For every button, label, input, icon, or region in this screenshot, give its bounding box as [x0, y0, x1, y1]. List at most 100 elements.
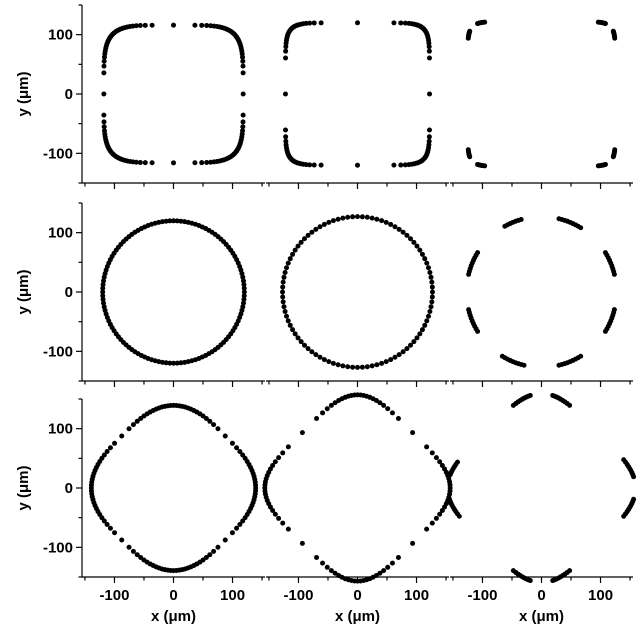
data-point: [466, 271, 472, 277]
data-point: [320, 410, 326, 416]
data-point: [567, 568, 573, 574]
data-point: [381, 568, 387, 574]
data-point: [285, 526, 291, 532]
data-point: [112, 440, 118, 446]
x-axis-title: x (μm): [519, 608, 564, 625]
data-point: [163, 218, 169, 224]
data-point: [101, 112, 107, 118]
data-point: [292, 247, 298, 253]
data-point: [280, 284, 286, 290]
data-point: [381, 402, 387, 408]
x-axis-title: x (μm): [151, 608, 196, 625]
panel-0-1: [266, 20, 449, 189]
panel-1-1: [266, 214, 449, 387]
data-point: [130, 548, 136, 554]
data-point: [101, 119, 107, 125]
data-point: [240, 452, 246, 458]
data-point: [392, 224, 398, 230]
data-point: [283, 127, 289, 133]
data-point: [284, 313, 290, 319]
data-point: [388, 357, 394, 363]
data-point: [414, 335, 420, 341]
x-tick-label: 100: [220, 587, 245, 604]
data-point: [101, 58, 107, 64]
data-point: [395, 554, 401, 560]
data-point: [171, 360, 176, 366]
data-point: [174, 218, 180, 224]
data-point: [429, 284, 435, 290]
x-tick-label: 0: [353, 587, 361, 604]
data-point: [385, 406, 391, 412]
data-point: [240, 63, 246, 69]
data-point: [402, 20, 408, 26]
data-point: [318, 20, 324, 26]
data-point: [142, 22, 148, 28]
data-point: [426, 55, 432, 61]
x-tick-label: 0: [537, 587, 545, 604]
data-point: [104, 521, 110, 527]
data-point: [424, 260, 430, 266]
data-point: [222, 433, 228, 439]
data-point: [396, 226, 402, 232]
data-point: [383, 219, 389, 225]
data-point: [425, 313, 431, 319]
data-point: [330, 360, 336, 366]
data-point: [282, 270, 288, 275]
data-point: [410, 540, 416, 546]
data-point: [433, 455, 439, 461]
data-point: [424, 318, 430, 324]
data-point: [510, 402, 516, 408]
data-point: [283, 48, 289, 54]
data-point: [174, 360, 180, 366]
data-point: [283, 55, 289, 61]
data-point: [133, 159, 139, 165]
data-point: [426, 48, 432, 54]
data-point: [130, 422, 136, 428]
data-point: [203, 555, 209, 561]
data-point: [171, 160, 176, 166]
data-point: [305, 232, 311, 238]
data-point: [208, 23, 214, 29]
data-point: [612, 147, 618, 153]
data-point: [309, 229, 315, 235]
x-tick-label: 100: [588, 587, 613, 604]
data-point: [281, 274, 287, 280]
panel-grid: [76, 4, 637, 584]
data-point: [340, 363, 346, 369]
data-point: [240, 91, 246, 97]
data-point: [408, 236, 414, 242]
data-point: [211, 548, 217, 554]
data-point: [437, 459, 443, 465]
data-point: [137, 23, 143, 29]
y-tick-label: 100: [48, 225, 73, 242]
data-point: [379, 218, 385, 224]
data-point: [163, 360, 169, 366]
data-point: [429, 289, 435, 295]
data-point: [428, 274, 434, 280]
data-point: [328, 402, 334, 408]
data-point: [467, 154, 473, 160]
data-point: [355, 364, 360, 370]
x-tick-label: 0: [169, 587, 177, 604]
data-point: [280, 520, 286, 526]
data-point: [142, 160, 148, 166]
data-point: [234, 525, 240, 531]
data-point: [138, 415, 144, 421]
x-tick-label: 100: [404, 587, 429, 604]
data-point: [100, 296, 106, 302]
data-point: [400, 229, 406, 235]
y-axis-title: y (μm): [15, 71, 32, 116]
data-point: [101, 63, 107, 69]
data-point: [392, 354, 398, 360]
data-point: [207, 552, 213, 558]
data-point: [178, 360, 184, 366]
data-point: [283, 134, 289, 140]
data-point: [240, 300, 246, 306]
data-point: [427, 309, 433, 314]
data-point: [234, 445, 240, 451]
panel-2-2: [446, 392, 637, 584]
data-point: [429, 279, 435, 285]
data-point: [330, 218, 336, 224]
axis-labels: -100 0 100 y (μm) -100 0 100 y (μm) -100 0 100 y (μ…: [15, 27, 613, 625]
data-point: [355, 20, 361, 26]
